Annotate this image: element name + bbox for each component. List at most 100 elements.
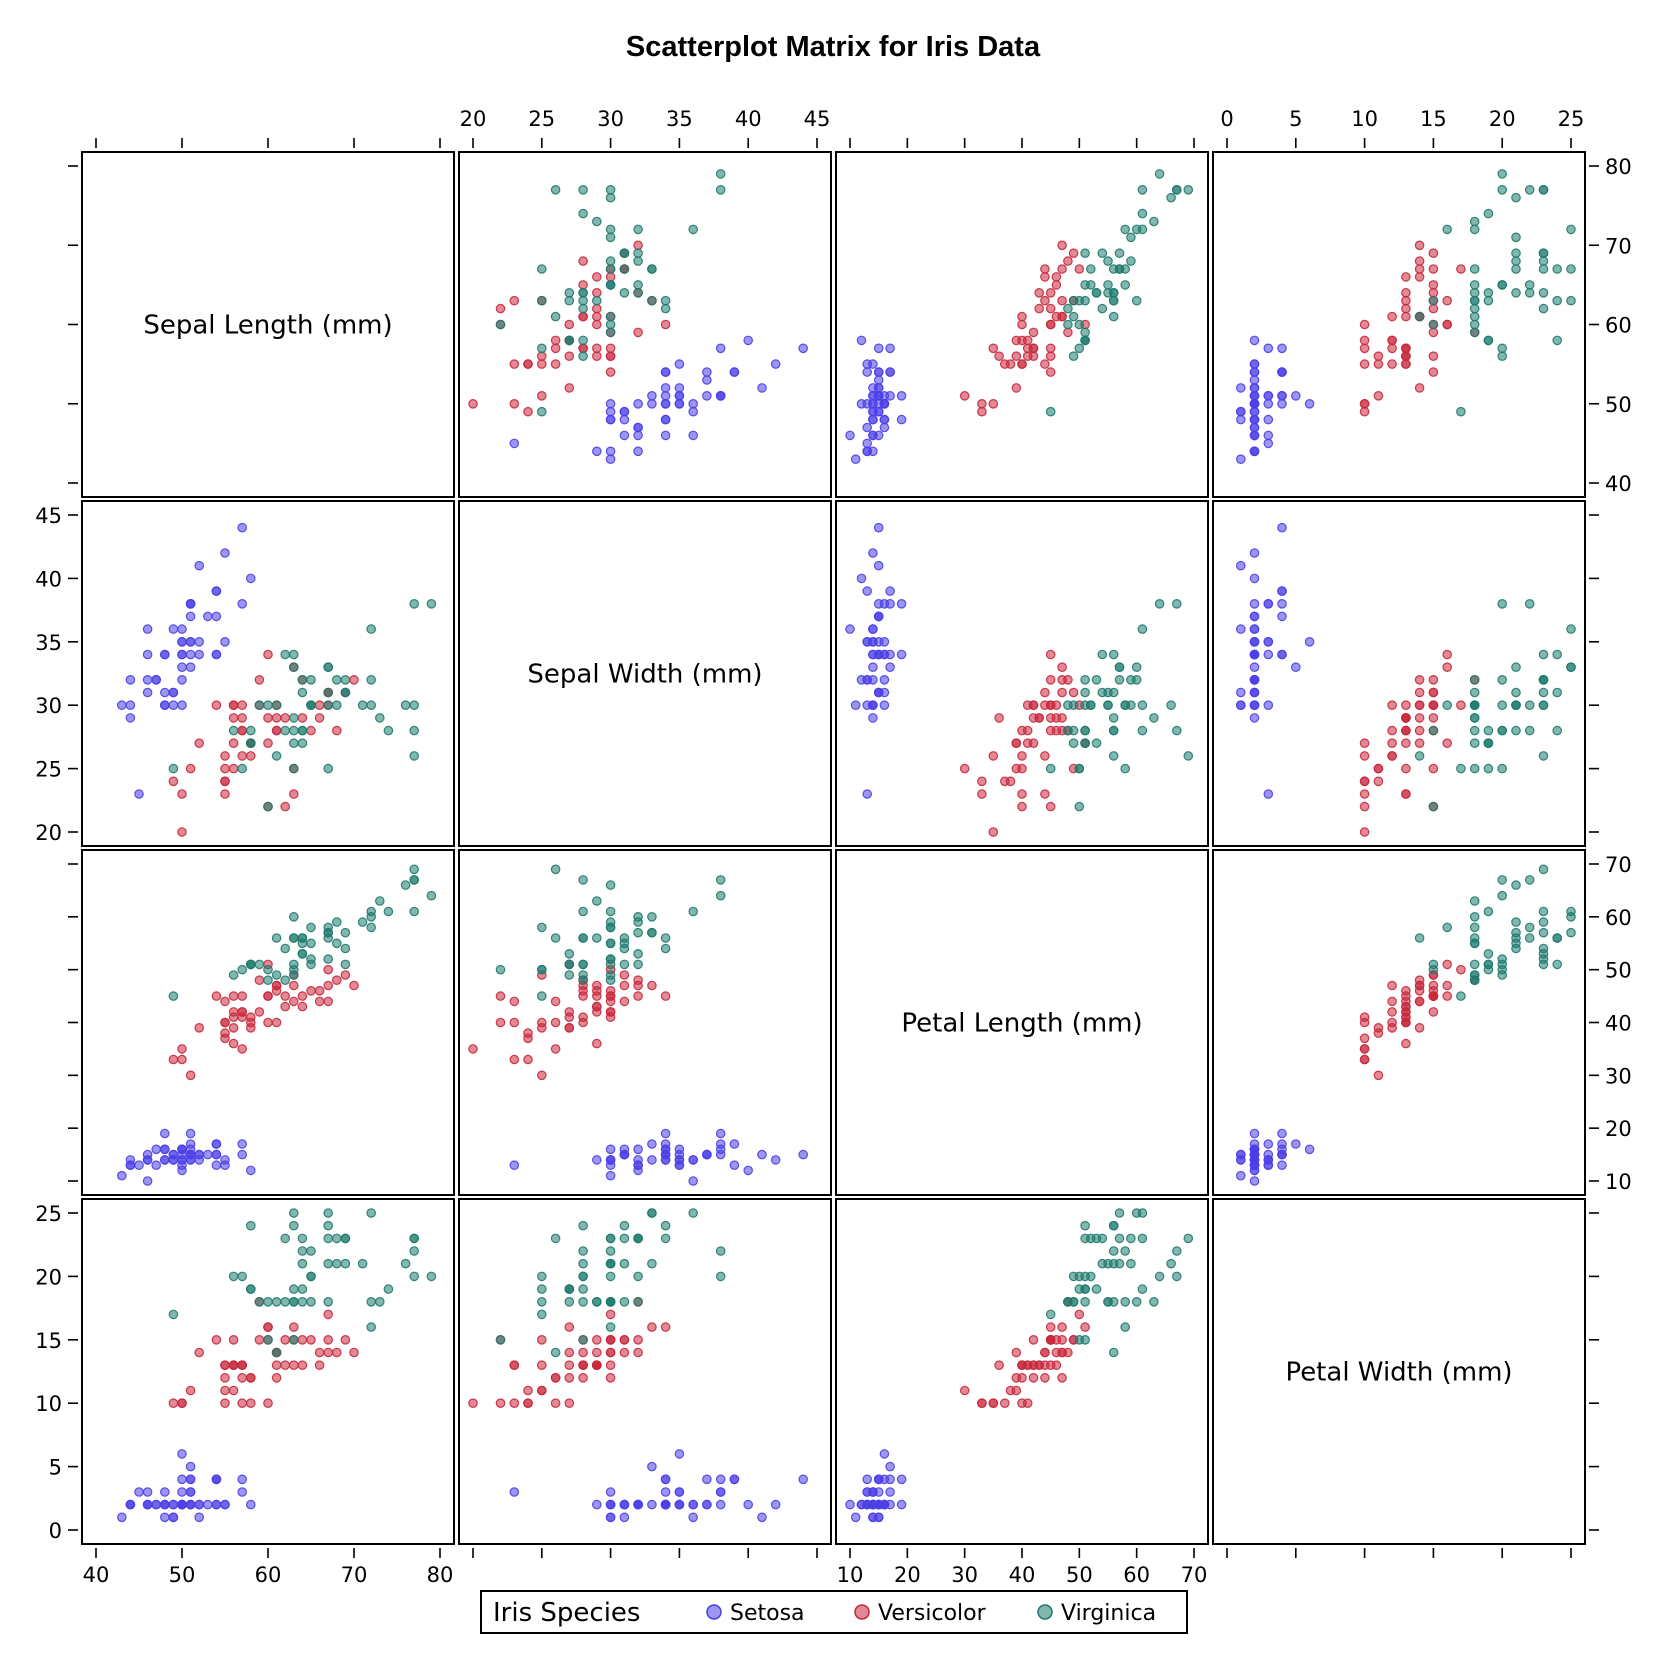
point-versicolor bbox=[591, 1360, 602, 1370]
point-versicolor bbox=[211, 1335, 222, 1345]
point-virginica bbox=[578, 1297, 588, 1307]
point-setosa bbox=[1236, 1170, 1246, 1181]
point-setosa bbox=[125, 1160, 136, 1170]
point-virginica bbox=[1097, 687, 1108, 698]
point-setosa bbox=[1249, 359, 1260, 369]
point-setosa bbox=[862, 789, 872, 799]
point-virginica bbox=[688, 224, 698, 235]
point-setosa bbox=[509, 438, 520, 449]
point-setosa bbox=[674, 1499, 685, 1510]
point-setosa bbox=[185, 649, 196, 660]
point-setosa bbox=[633, 422, 643, 433]
point-virginica bbox=[1483, 287, 1494, 298]
point-setosa bbox=[168, 1155, 179, 1165]
panel-2-1 bbox=[81, 500, 455, 847]
point-setosa bbox=[194, 560, 204, 571]
point-setosa bbox=[185, 611, 196, 622]
point-setosa bbox=[729, 1474, 740, 1485]
point-versicolor bbox=[194, 738, 204, 748]
point-versicolor bbox=[1017, 789, 1027, 799]
point-virginica bbox=[633, 256, 643, 266]
point-versicolor bbox=[1051, 272, 1062, 282]
point-virginica bbox=[1497, 890, 1507, 901]
point-versicolor bbox=[228, 1385, 239, 1396]
point-versicolor bbox=[1045, 319, 1056, 330]
point-setosa bbox=[850, 700, 861, 710]
point-versicolor bbox=[323, 1309, 333, 1320]
point-setosa bbox=[1249, 548, 1260, 558]
point-virginica bbox=[1114, 1208, 1125, 1218]
point-virginica bbox=[1483, 738, 1494, 748]
point-virginica bbox=[246, 1284, 256, 1294]
point-virginica bbox=[605, 1271, 616, 1282]
point-versicolor bbox=[228, 738, 239, 748]
point-versicolor bbox=[271, 985, 282, 996]
point-virginica bbox=[591, 1297, 602, 1307]
point-virginica bbox=[1414, 933, 1425, 943]
point-virginica bbox=[1166, 700, 1176, 710]
point-versicolor bbox=[1045, 351, 1056, 361]
point-virginica bbox=[536, 1284, 547, 1294]
point-virginica bbox=[1166, 192, 1176, 203]
point-virginica bbox=[1566, 295, 1576, 306]
point-versicolor bbox=[536, 1070, 547, 1081]
point-versicolor bbox=[1387, 700, 1397, 710]
point-virginica bbox=[1497, 280, 1507, 290]
point-versicolor bbox=[578, 991, 588, 1001]
point-virginica bbox=[1483, 906, 1494, 917]
point-versicolor bbox=[263, 1322, 273, 1332]
point-versicolor bbox=[536, 1017, 547, 1028]
point-virginica bbox=[1080, 335, 1090, 346]
point-virginica bbox=[323, 763, 333, 774]
point-versicolor bbox=[1428, 303, 1439, 314]
point-versicolor bbox=[578, 1347, 588, 1358]
point-setosa bbox=[237, 1474, 247, 1485]
point-virginica bbox=[619, 264, 630, 274]
point-setosa bbox=[702, 375, 712, 385]
point-virginica bbox=[619, 1297, 630, 1307]
point-setosa bbox=[246, 1499, 256, 1510]
point-setosa bbox=[211, 586, 222, 596]
point-setosa bbox=[674, 390, 685, 401]
point-setosa bbox=[177, 1474, 187, 1485]
point-setosa bbox=[1304, 398, 1315, 409]
point-versicolor bbox=[1414, 674, 1425, 685]
point-versicolor bbox=[523, 1385, 533, 1396]
point-virginica bbox=[271, 700, 282, 710]
point-setosa bbox=[660, 383, 671, 393]
point-versicolor bbox=[647, 1322, 657, 1332]
point-setosa bbox=[770, 1155, 781, 1165]
x-tick-label-sepal-width: 20 bbox=[460, 107, 487, 131]
panel-1-4 bbox=[1212, 151, 1586, 498]
point-versicolor bbox=[177, 789, 187, 799]
point-virginica bbox=[1497, 674, 1507, 685]
legend-marker-versicolor bbox=[854, 1604, 870, 1620]
point-virginica bbox=[605, 906, 616, 917]
point-virginica bbox=[605, 256, 616, 266]
point-virginica bbox=[647, 1258, 657, 1269]
point-versicolor bbox=[591, 991, 602, 1001]
point-virginica bbox=[633, 1233, 643, 1244]
point-virginica bbox=[495, 319, 506, 330]
point-versicolor bbox=[1011, 738, 1022, 748]
point-virginica bbox=[1183, 751, 1194, 761]
point-setosa bbox=[873, 611, 884, 622]
point-versicolor bbox=[523, 406, 533, 417]
point-versicolor bbox=[1442, 649, 1452, 660]
point-versicolor bbox=[271, 1017, 282, 1028]
point-virginica bbox=[715, 890, 726, 901]
point-versicolor bbox=[1401, 738, 1411, 748]
point-virginica bbox=[564, 335, 575, 346]
point-versicolor bbox=[660, 991, 671, 1001]
panel-frame bbox=[1212, 500, 1586, 847]
point-setosa bbox=[688, 1512, 698, 1523]
point-setosa bbox=[845, 624, 855, 634]
point-setosa bbox=[660, 414, 671, 425]
point-versicolor bbox=[1428, 248, 1439, 258]
point-virginica bbox=[1469, 763, 1480, 774]
point-virginica bbox=[1538, 303, 1549, 314]
x-tick-label-petal-length: 50 bbox=[1066, 1563, 1093, 1587]
point-virginica bbox=[1552, 295, 1562, 306]
y-tick-label-sepal-length: 50 bbox=[1605, 393, 1632, 417]
point-versicolor bbox=[349, 1347, 359, 1358]
